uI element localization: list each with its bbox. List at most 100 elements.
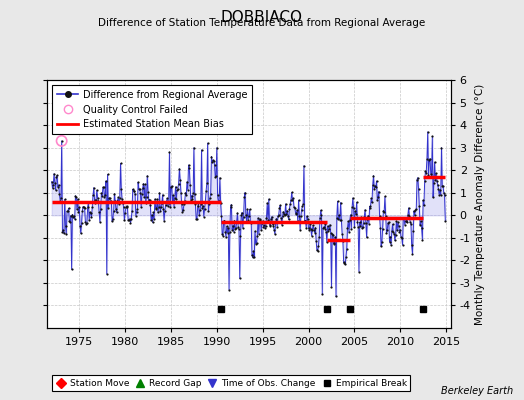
Point <box>388 228 396 235</box>
Point <box>63 208 72 214</box>
Point <box>341 261 350 268</box>
Point <box>432 170 440 177</box>
Point <box>426 156 434 162</box>
Point <box>178 208 187 215</box>
Point <box>392 218 400 224</box>
Point <box>368 199 376 206</box>
Point <box>178 201 186 207</box>
Point <box>402 218 410 224</box>
Point <box>202 188 210 194</box>
Point <box>206 190 215 197</box>
Point <box>425 157 433 163</box>
Point <box>285 216 293 223</box>
Point <box>58 138 66 144</box>
Point <box>188 192 196 199</box>
Point <box>410 212 419 218</box>
Point <box>168 199 177 205</box>
Point <box>316 207 325 214</box>
Point <box>173 187 181 193</box>
Point <box>161 208 169 214</box>
Point <box>345 229 353 235</box>
Point <box>53 172 61 178</box>
Point <box>320 224 328 230</box>
Point <box>299 201 308 207</box>
Point <box>73 196 82 202</box>
Point <box>346 212 355 218</box>
Point <box>193 216 201 222</box>
Point <box>398 234 406 241</box>
Point <box>243 219 251 225</box>
Point <box>138 191 146 197</box>
Point <box>174 180 183 187</box>
Point <box>217 212 226 219</box>
Point <box>114 194 123 201</box>
Point <box>82 221 90 227</box>
Point <box>363 234 371 240</box>
Point <box>256 216 265 223</box>
Point <box>83 204 92 210</box>
Point <box>175 166 183 172</box>
Point <box>98 193 106 199</box>
Point <box>70 213 78 220</box>
Point <box>108 216 117 222</box>
Point <box>377 243 385 250</box>
Point <box>110 190 118 197</box>
Point <box>183 179 191 185</box>
Point <box>409 228 418 234</box>
Point <box>225 286 233 293</box>
Point <box>216 200 225 206</box>
Point <box>289 195 298 202</box>
Point <box>163 195 171 202</box>
Point <box>165 149 173 155</box>
Point <box>65 218 73 224</box>
Point <box>118 196 126 203</box>
Text: Berkeley Earth: Berkeley Earth <box>441 386 514 396</box>
Point <box>143 172 151 179</box>
Point <box>398 242 407 248</box>
Point <box>231 226 239 232</box>
Point <box>350 204 358 211</box>
Point <box>414 186 423 192</box>
Point <box>107 198 116 204</box>
Point <box>133 206 141 212</box>
Point <box>378 225 387 232</box>
Point <box>249 248 258 254</box>
Point <box>281 201 290 207</box>
Point <box>405 212 413 219</box>
Point <box>186 182 194 188</box>
Point <box>118 200 127 206</box>
Point <box>291 210 300 216</box>
Point <box>160 218 168 224</box>
Point <box>138 185 147 192</box>
Point <box>401 218 410 224</box>
Point <box>408 251 417 257</box>
Point <box>288 196 297 203</box>
Point <box>116 160 125 167</box>
Point <box>422 170 430 176</box>
Point <box>135 186 144 192</box>
Point <box>430 180 438 186</box>
Point <box>309 222 318 228</box>
Point <box>257 227 265 233</box>
Point <box>148 219 157 226</box>
Point <box>158 200 166 206</box>
Point <box>200 213 208 220</box>
Point <box>298 206 306 213</box>
Point <box>58 229 67 235</box>
Point <box>234 224 243 231</box>
Point <box>252 240 260 247</box>
Point <box>253 233 261 239</box>
Point <box>73 206 81 212</box>
Point <box>260 222 268 228</box>
Point <box>423 129 432 135</box>
Point <box>77 230 85 236</box>
Point <box>314 242 323 249</box>
Point <box>195 212 203 218</box>
Point <box>322 228 330 235</box>
Point <box>433 182 442 188</box>
Point <box>259 224 268 230</box>
Point <box>276 202 285 208</box>
Text: Difference of Station Temperature Data from Regional Average: Difference of Station Temperature Data f… <box>99 18 425 28</box>
Point <box>263 215 271 221</box>
Point <box>100 184 108 190</box>
